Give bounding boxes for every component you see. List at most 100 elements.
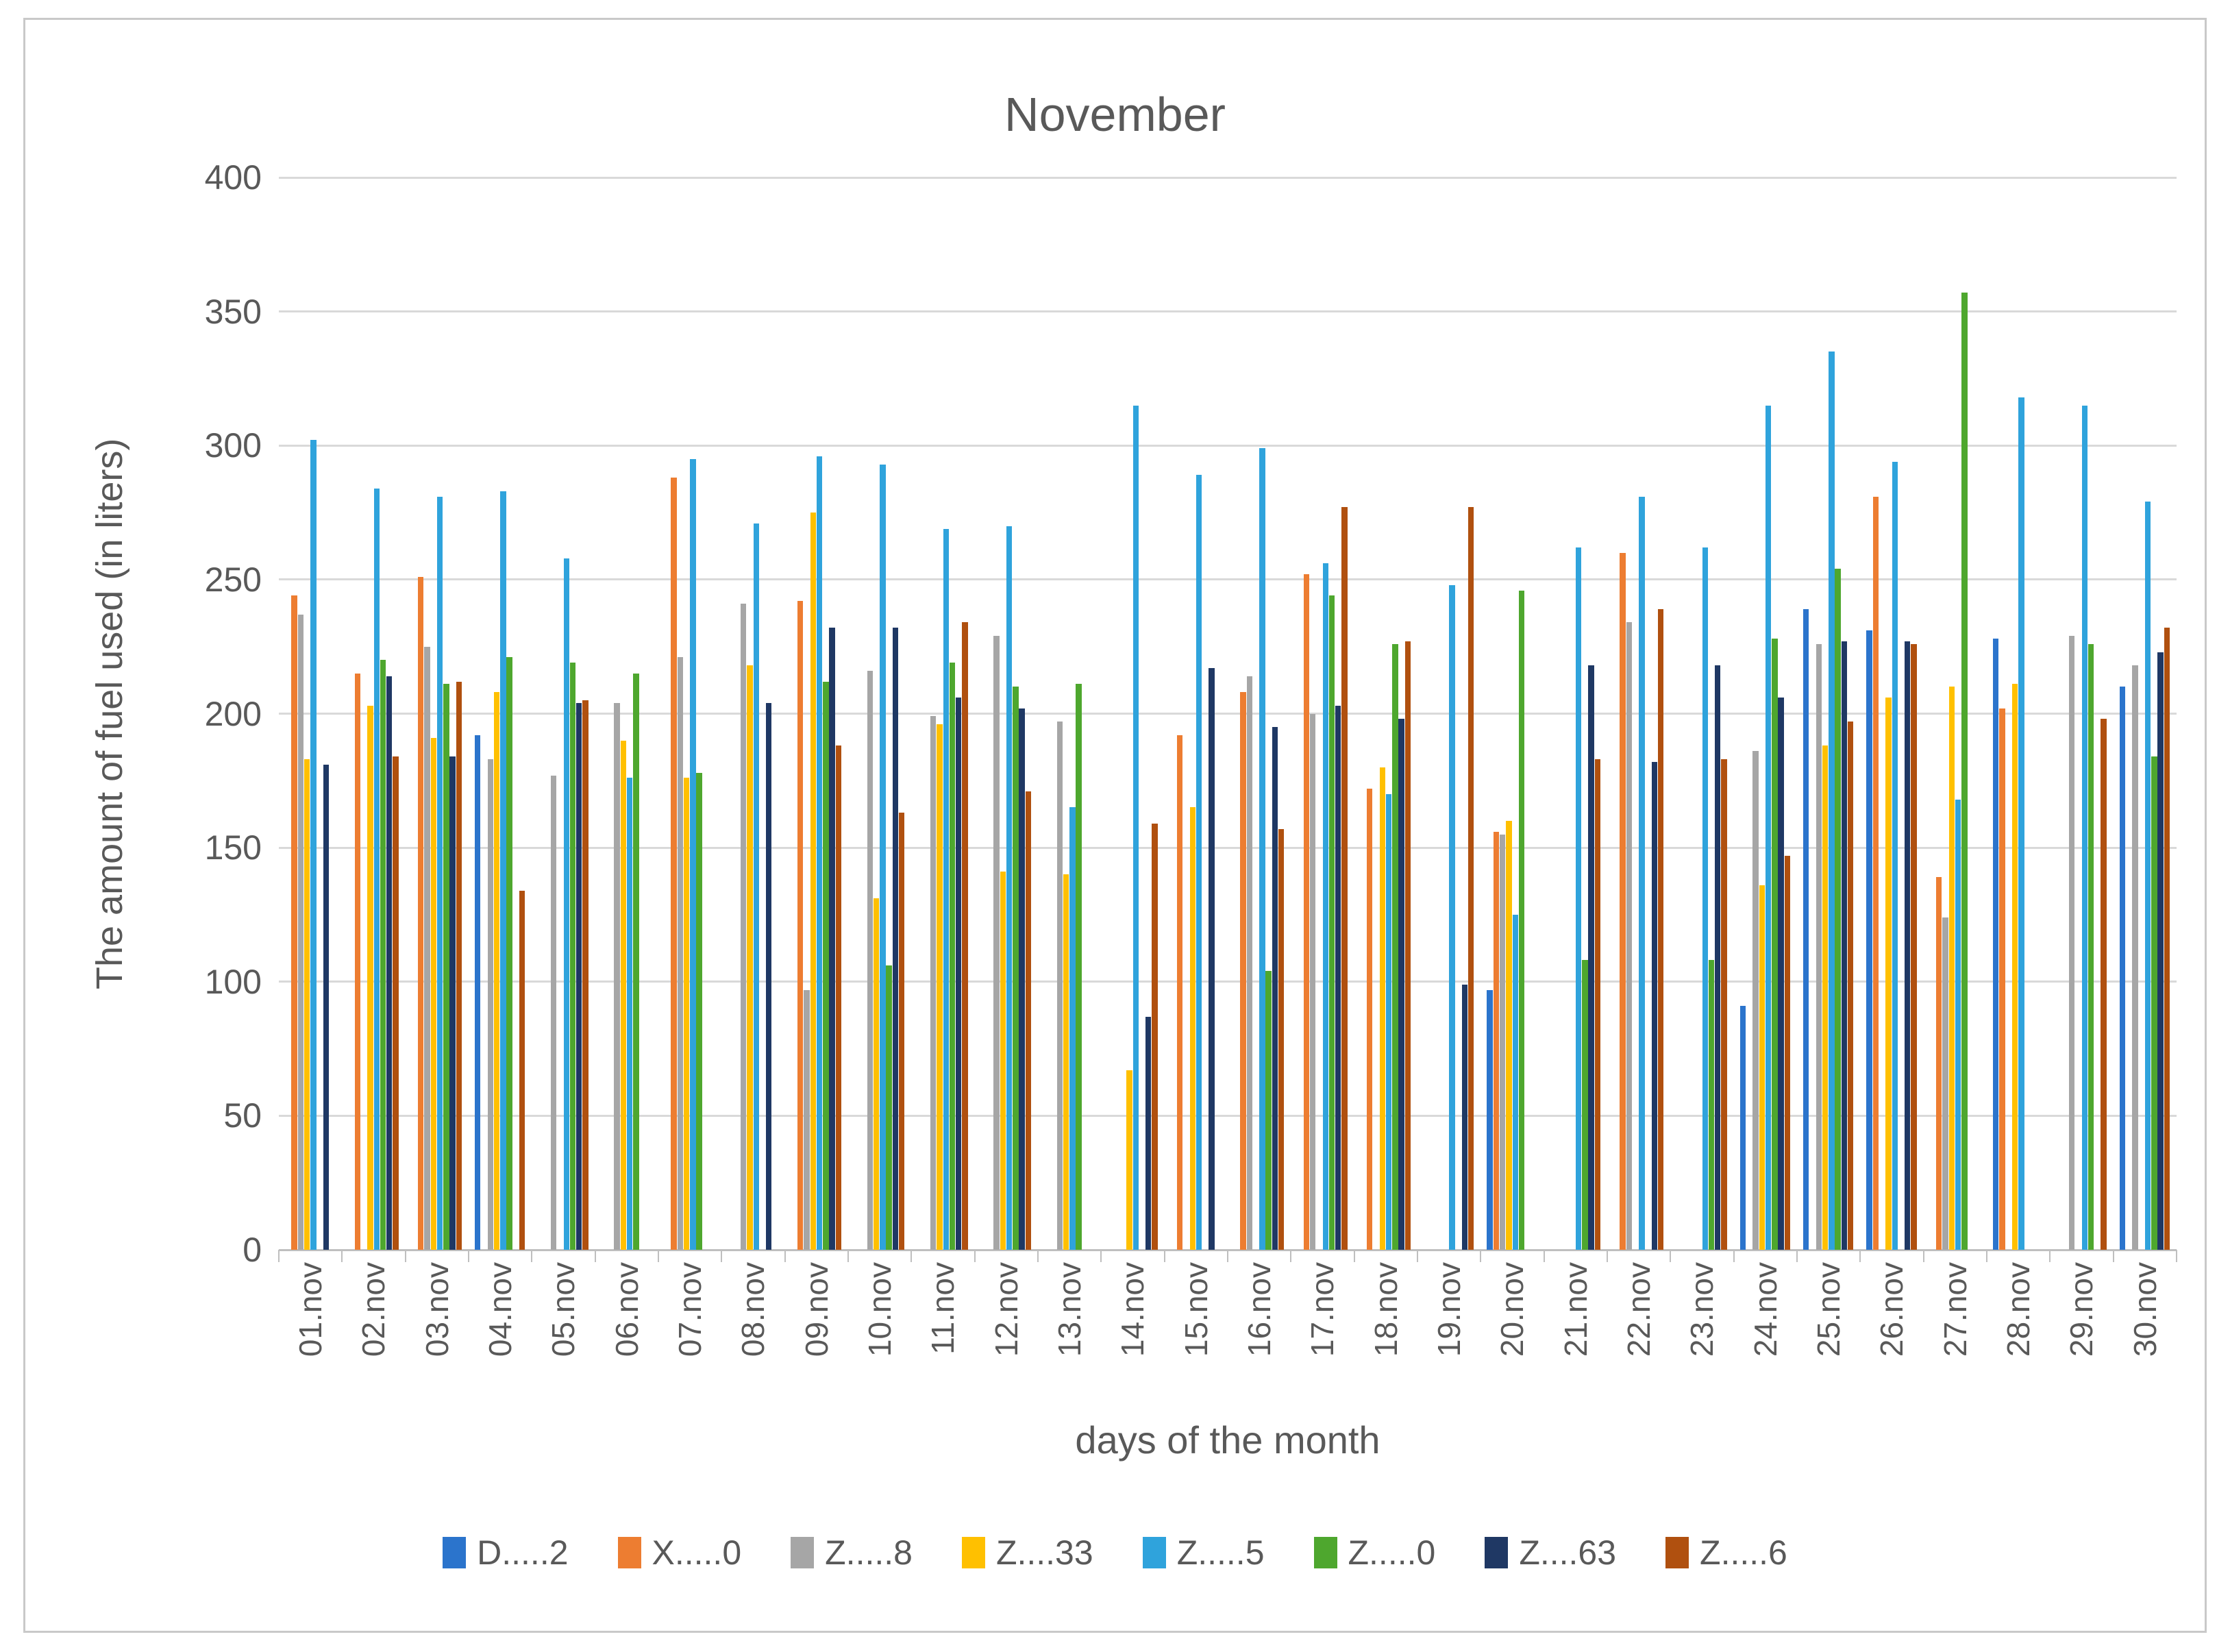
legend-label: X.....0 <box>652 1533 742 1572</box>
x-axis-tick <box>1163 1250 1165 1262</box>
legend-item: Z.....0 <box>1313 1533 1435 1573</box>
x-axis-tick <box>341 1250 343 1262</box>
bar-25.nov-Z.....6 <box>1848 722 1854 1250</box>
bar-22.nov-Z.....8 <box>1626 622 1632 1250</box>
bar-12.nov-Z.....0 <box>1013 687 1019 1250</box>
bar-24.nov-Z.....0 <box>1772 638 1778 1250</box>
bar-02.nov-Z.....0 <box>380 660 386 1250</box>
bar-26.nov-Z.....6 <box>1911 643 1917 1250</box>
bar-26.nov-Z.....5 <box>1892 461 1898 1250</box>
bar-25.nov-Z.....5 <box>1829 352 1835 1250</box>
x-tick-label: 21.nov <box>1557 1262 1594 1357</box>
x-axis-tick <box>2112 1250 2114 1262</box>
bar-16.nov-X.....0 <box>1240 692 1246 1250</box>
legend-item: X.....0 <box>617 1533 742 1573</box>
bar-21.nov-Z.....6 <box>1594 759 1601 1250</box>
y-tick-label: 350 <box>204 292 262 331</box>
y-tick-label: 100 <box>204 962 262 1001</box>
bar-23.nov-Z.....6 <box>1721 759 1727 1250</box>
gridline <box>279 1114 2177 1117</box>
x-tick-label: 23.nov <box>1684 1262 1720 1357</box>
bar-06.nov-Z.....0 <box>633 673 639 1250</box>
x-tick-label-cell: 03.nov <box>406 1262 469 1399</box>
bar-16.nov-Z....63 <box>1272 727 1278 1250</box>
bar-11.nov-Z.....6 <box>962 622 968 1250</box>
bar-09.nov-Z.....6 <box>835 745 842 1250</box>
legend-swatch-icon <box>1485 1537 1509 1568</box>
bar-07.nov-X.....0 <box>671 478 677 1250</box>
bar-18.nov-Z....63 <box>1398 719 1404 1250</box>
bar-15.nov-Z....63 <box>1209 668 1215 1250</box>
bar-03.nov-Z.....8 <box>424 646 430 1250</box>
x-tick-label-cell: 22.nov <box>1607 1262 1670 1399</box>
bar-23.nov-Z....63 <box>1715 665 1721 1250</box>
bar-17.nov-Z....63 <box>1335 705 1341 1250</box>
bar-20.nov-Z.....5 <box>1512 914 1518 1250</box>
bar-02.nov-Z....63 <box>386 676 393 1250</box>
bar-14.nov-Z.....6 <box>1152 823 1158 1250</box>
bar-27.nov-Z.....0 <box>1961 293 1968 1250</box>
bar-18.nov-Z.....0 <box>1392 643 1398 1250</box>
x-tick-label-cell: 02.nov <box>342 1262 405 1399</box>
bar-15.nov-X.....0 <box>1176 735 1183 1250</box>
bar-21.nov-Z.....0 <box>1582 960 1588 1250</box>
bar-21.nov-Z.....5 <box>1575 547 1582 1250</box>
x-tick-label-cell: 10.nov <box>848 1262 911 1399</box>
x-axis-tick <box>658 1250 659 1262</box>
bar-20.nov-Z.....0 <box>1518 590 1525 1250</box>
x-axis-tick <box>1353 1250 1355 1262</box>
bar-30.nov-Z.....0 <box>2151 756 2157 1250</box>
x-tick-label-cell: 07.nov <box>658 1262 721 1399</box>
bar-13.nov-Z.....5 <box>1069 807 1076 1250</box>
legend-label: Z....63 <box>1519 1533 1617 1572</box>
x-axis-tick <box>1417 1250 1418 1262</box>
bar-01.nov-Z.....8 <box>297 614 303 1250</box>
bar-27.nov-Z....33 <box>1948 687 1955 1250</box>
y-tick-label: 250 <box>204 560 262 599</box>
x-tick-label-cell: 25.nov <box>1797 1262 1860 1399</box>
bar-28.nov-Z.....5 <box>2018 397 2024 1250</box>
x-tick-label-cell: 26.nov <box>1860 1262 1923 1399</box>
bar-29.nov-Z.....8 <box>2068 636 2075 1250</box>
y-tick-label: 400 <box>204 158 262 197</box>
legend-swatch-icon <box>791 1537 815 1568</box>
bar-05.nov-Z....63 <box>576 702 582 1250</box>
bar-22.nov-Z....63 <box>1651 761 1658 1250</box>
x-tick-label: 12.nov <box>988 1262 1024 1357</box>
x-tick-label-cell: 09.nov <box>785 1262 848 1399</box>
legend-item: D.....2 <box>443 1533 569 1573</box>
bar-25.nov-Z....63 <box>1841 641 1848 1250</box>
bar-14.nov-Z....63 <box>1145 1016 1152 1250</box>
bar-18.nov-Z.....6 <box>1404 641 1411 1250</box>
x-tick-label-cell: 16.nov <box>1228 1262 1291 1399</box>
x-axis-tick <box>1859 1250 1861 1262</box>
x-tick-label: 24.nov <box>1747 1262 1783 1357</box>
x-tick-label-cell: 14.nov <box>1101 1262 1164 1399</box>
x-tick-label-cell: 19.nov <box>1417 1262 1481 1399</box>
bar-24.nov-Z.....5 <box>1765 405 1772 1250</box>
x-tick-label-cell: 05.nov <box>532 1262 595 1399</box>
bar-11.nov-Z.....5 <box>943 528 949 1250</box>
bar-10.nov-Z.....6 <box>899 813 905 1250</box>
bar-04.nov-D.....2 <box>474 735 481 1250</box>
bar-17.nov-Z.....5 <box>1322 563 1328 1250</box>
x-tick-label: 11.nov <box>925 1262 961 1355</box>
x-tick-label: 08.nov <box>735 1262 771 1357</box>
bar-17.nov-Z.....8 <box>1309 713 1316 1250</box>
x-tick-label-cell: 13.nov <box>1038 1262 1101 1399</box>
gridline <box>279 444 2177 447</box>
bar-06.nov-Z....33 <box>620 740 626 1250</box>
bar-29.nov-Z.....0 <box>2087 643 2094 1250</box>
x-tick-label-cell: 24.nov <box>1734 1262 1797 1399</box>
x-tick-label: 03.nov <box>419 1262 455 1357</box>
bar-23.nov-Z.....5 <box>1702 547 1708 1250</box>
bar-02.nov-Z.....5 <box>373 488 380 1250</box>
x-tick-label: 26.nov <box>1874 1262 1910 1357</box>
legend-swatch-icon <box>1313 1537 1337 1568</box>
x-tick-label-cell: 29.nov <box>2050 1262 2113 1399</box>
x-tick-label: 13.nov <box>1052 1262 1088 1357</box>
x-tick-label: 10.nov <box>862 1262 898 1357</box>
x-axis-tick <box>1607 1250 1608 1262</box>
bar-07.nov-Z.....5 <box>690 458 696 1250</box>
bar-05.nov-Z.....5 <box>563 558 569 1250</box>
